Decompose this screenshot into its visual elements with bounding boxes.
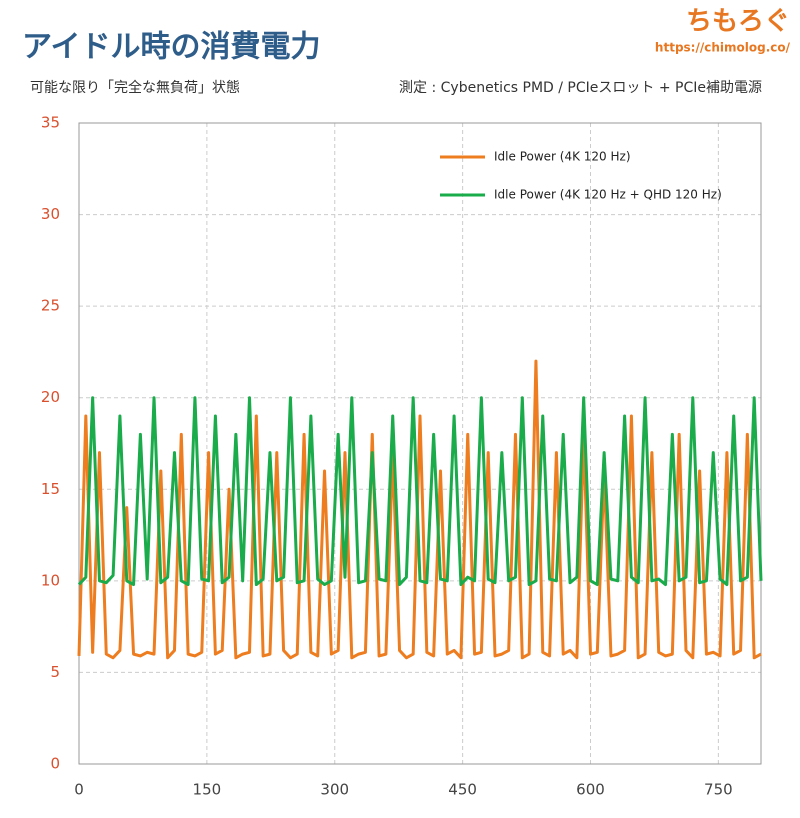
plot-border xyxy=(78,122,762,765)
x-tick-label: 150 xyxy=(193,781,222,799)
chart-title: アイドル時の消費電力 xyxy=(22,30,321,65)
logo: ちもろぐ xyxy=(686,7,790,37)
y-tick-label: 0 xyxy=(50,755,60,773)
x-tick-label: 0 xyxy=(74,781,84,799)
chart-subtitle: 可能な限り「完全な無負荷」状態 xyxy=(30,79,240,96)
y-tick-label: 30 xyxy=(41,205,60,223)
legend-label: Idle Power (4K 120 Hz) xyxy=(494,150,631,164)
y-tick-label: 20 xyxy=(41,388,60,406)
legend-label: Idle Power (4K 120 Hz + QHD 120 Hz) xyxy=(494,188,722,202)
x-tick-label: 300 xyxy=(320,781,349,799)
x-tick-label: 600 xyxy=(576,781,605,799)
measurement-note: 測定 : Cybenetics PMD / PCIeスロット + PCIe補助電… xyxy=(399,80,762,96)
logo-url: https://chimolog.co/ xyxy=(655,41,791,55)
x-tick-label: 450 xyxy=(448,781,477,799)
x-tick-label: 750 xyxy=(704,781,733,799)
y-tick-label: 25 xyxy=(41,297,60,315)
series-line xyxy=(77,396,763,587)
y-tick-label: 10 xyxy=(41,571,60,589)
y-tick-label: 15 xyxy=(41,480,60,498)
series-line xyxy=(77,359,762,660)
y-tick-label: 5 xyxy=(50,663,60,681)
y-tick-label: 35 xyxy=(41,114,60,132)
